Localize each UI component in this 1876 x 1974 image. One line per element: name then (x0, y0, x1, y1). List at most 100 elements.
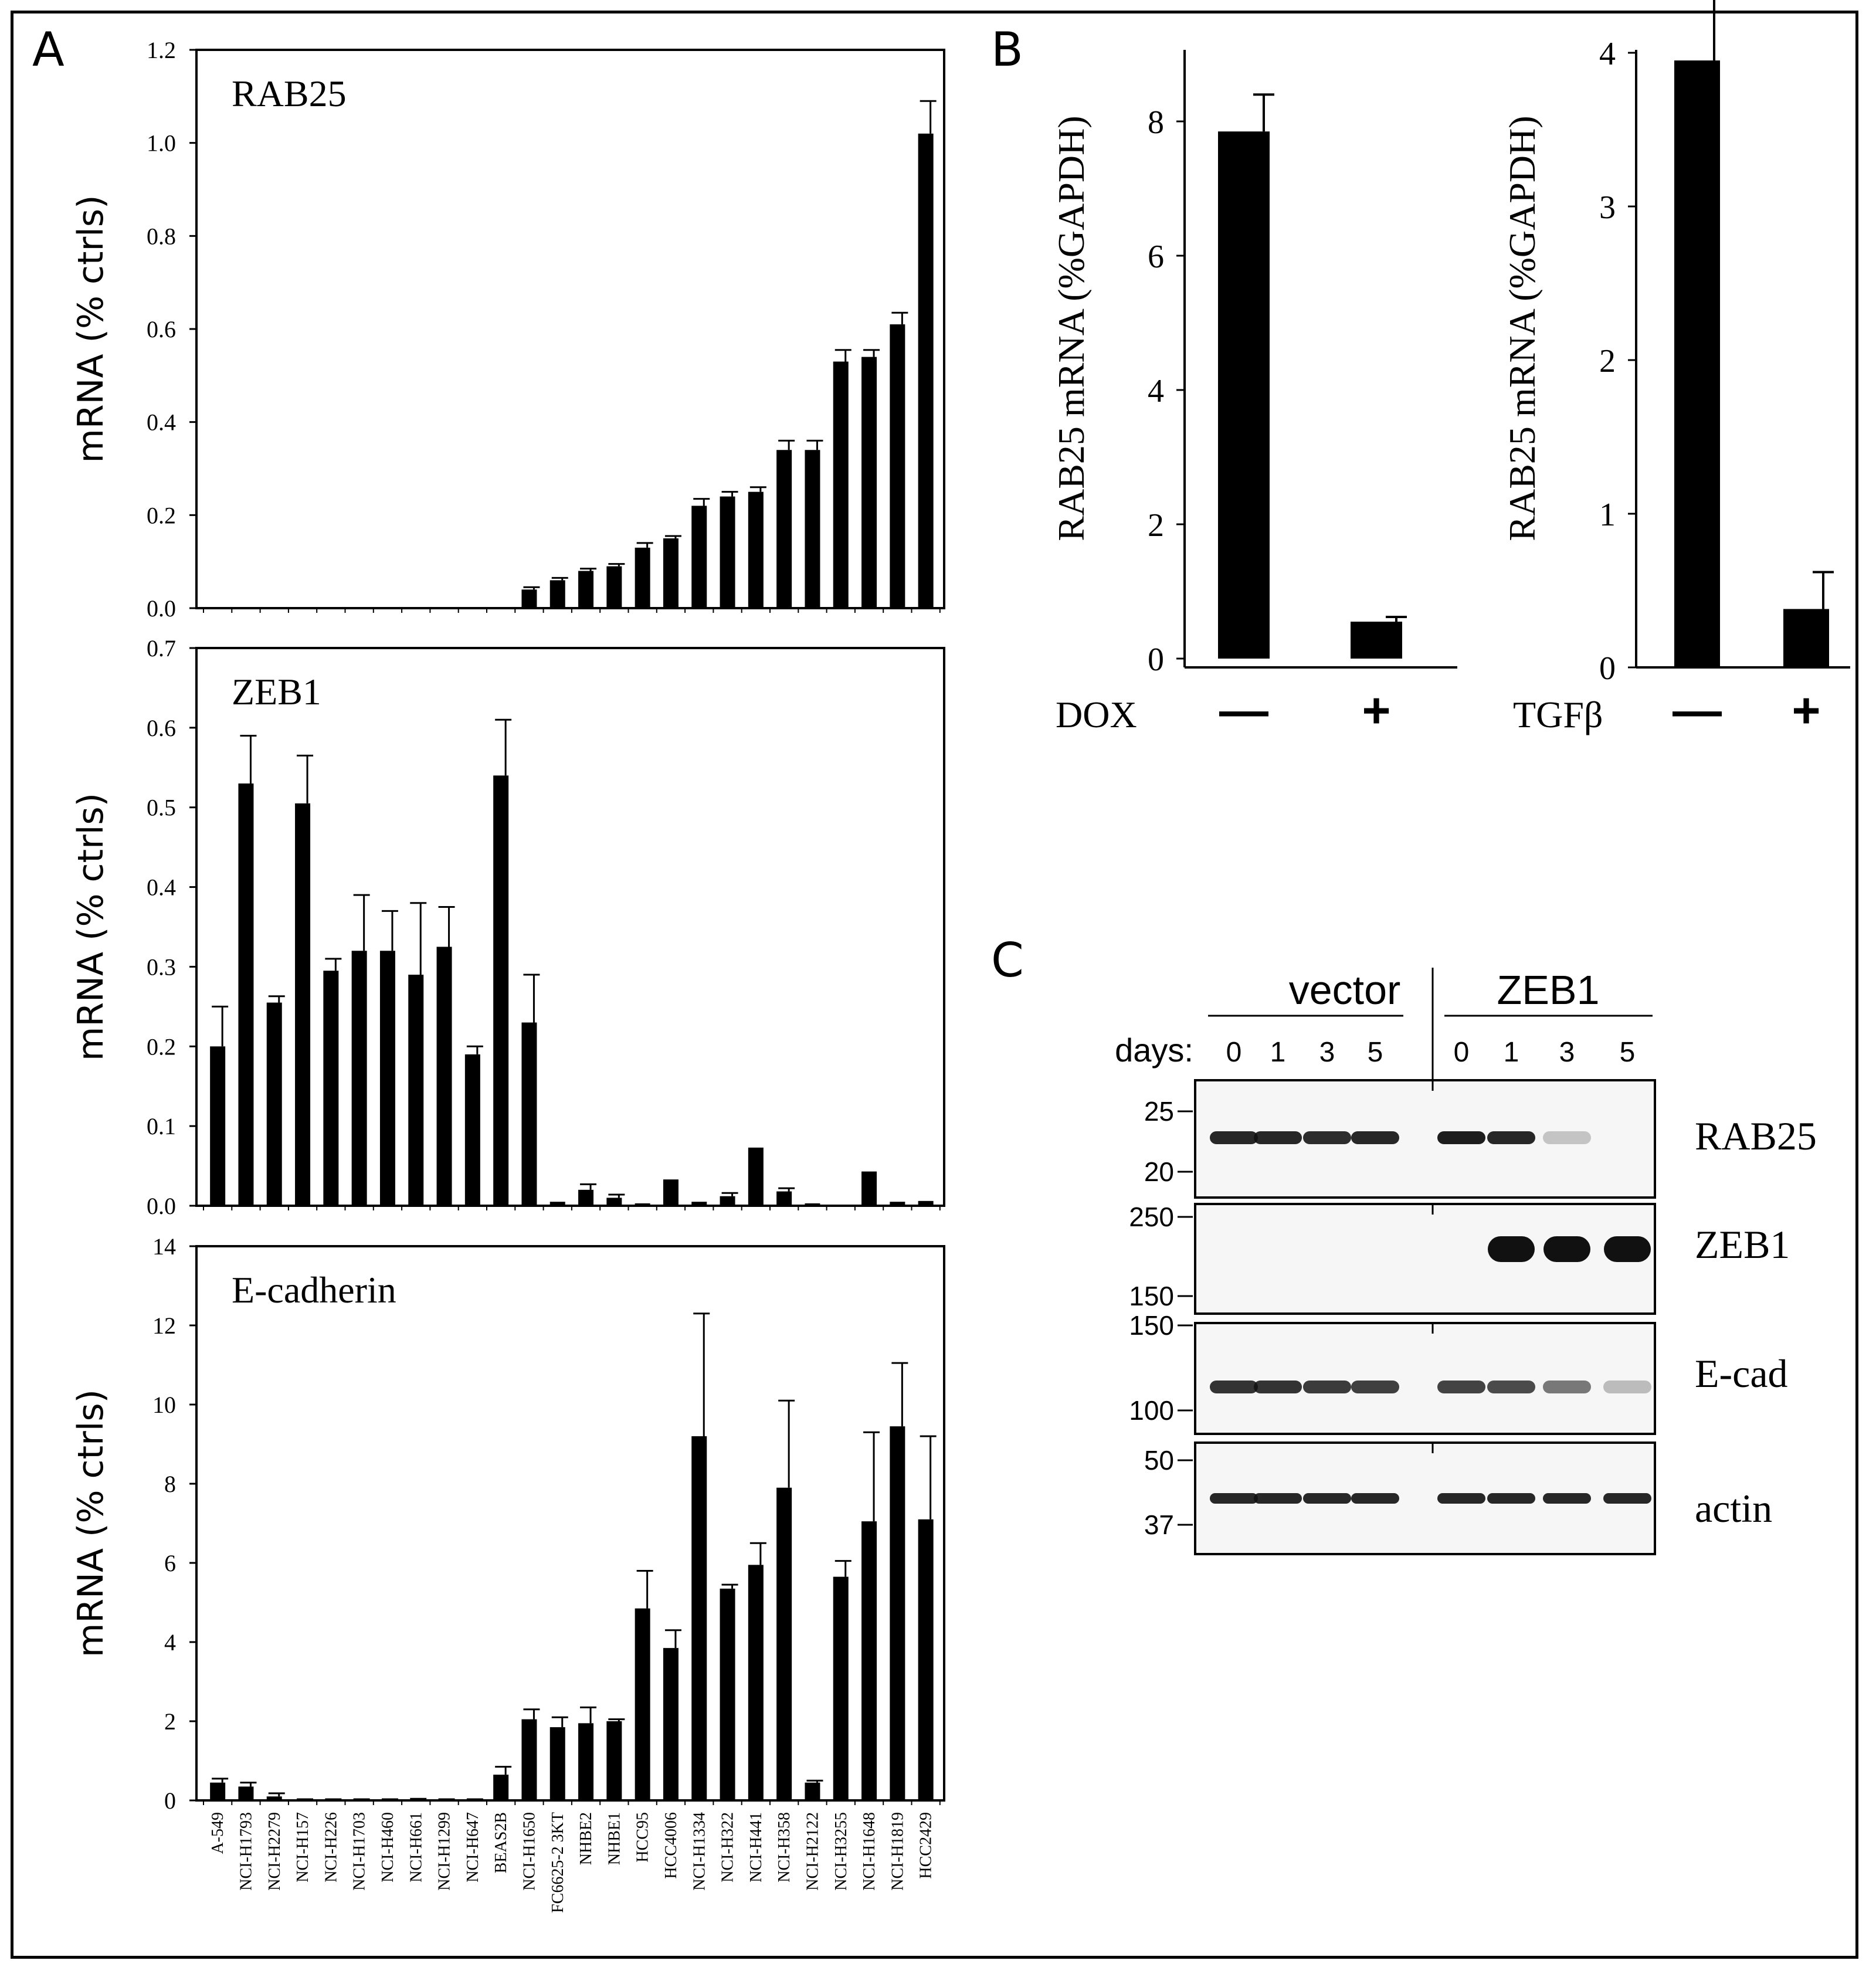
bar (635, 1608, 650, 1800)
protein-band (1604, 1236, 1651, 1262)
y-axis-label: RAB25 mRNA (%GAPDH) (1050, 116, 1092, 541)
blot-row-label: E-cad (1695, 1351, 1788, 1396)
bar (748, 491, 764, 608)
x-category-label: NCI-H226 (322, 1812, 340, 1883)
bar (635, 547, 650, 608)
y-tick-label: 14 (152, 1233, 176, 1260)
plot-frame (195, 49, 945, 609)
day-label: 5 (1620, 1037, 1636, 1068)
x-category-label: NHBE2 (577, 1812, 595, 1865)
chart-title: RAB25 (232, 73, 347, 114)
x-category-label: NCI-H1299 (436, 1812, 454, 1891)
y-tick-label: 0.7 (147, 635, 176, 662)
x-category-label: NCI-H441 (747, 1812, 765, 1883)
blot-panel-e-cad: 150 100 E-cad (1129, 1310, 1788, 1435)
y-tick-label: 0.8 (147, 223, 176, 249)
y-axis-label: mRNA (% ctrls) (70, 1389, 111, 1657)
bar (578, 1723, 594, 1800)
x-category-label: + (1362, 683, 1390, 738)
bar (691, 1202, 707, 1206)
bar (521, 589, 537, 608)
bar (351, 951, 367, 1206)
day-label: 1 (1270, 1037, 1286, 1068)
bar (295, 803, 311, 1206)
y-tick-label: 0.6 (147, 316, 176, 342)
days-label: days: (1115, 1032, 1193, 1069)
bar (493, 1775, 509, 1800)
bar (805, 1782, 820, 1800)
bar (521, 1022, 537, 1206)
blot-panel-zeb1: 250 150 ZEB1 (1129, 1202, 1790, 1315)
chart-A3: 0 2 4 6 8 10 12 14 E-cadherin mRNA (% ctrls) (70, 1233, 945, 1814)
blot-row-label: ZEB1 (1695, 1222, 1790, 1267)
y-tick-label: 2 (1148, 507, 1164, 544)
bar (833, 1576, 849, 1800)
bar (776, 450, 792, 608)
bar (861, 1171, 877, 1206)
blot-row-label: RAB25 (1695, 1114, 1817, 1158)
bar (549, 580, 565, 608)
mw-marker-label: 150 (1129, 1281, 1174, 1311)
x-category-label: NCI-H322 (719, 1812, 737, 1883)
y-axis-label: mRNA (% ctrls) (70, 793, 111, 1061)
bar (521, 1719, 537, 1800)
bar (691, 1436, 707, 1800)
protein-band (1543, 1381, 1591, 1393)
x-category-label: NCI-H1703 (351, 1812, 369, 1891)
bar (918, 1519, 934, 1800)
y-tick-label: 1.0 (147, 130, 176, 157)
chart-A2: 0.0 0.1 0.2 0.3 0.4 0.5 0.6 0.7 ZEB1 mRNA (% ctrl… (70, 635, 945, 1219)
x-category-label: NCI-H157 (294, 1812, 312, 1883)
x-category-label: — (1219, 683, 1268, 738)
x-axis-label: DOX (1056, 694, 1137, 735)
y-tick-label: 0.2 (147, 502, 176, 528)
bar (805, 1203, 820, 1206)
protein-band (1487, 1131, 1535, 1144)
panel-label-a: A (32, 22, 65, 77)
bar (776, 1191, 792, 1206)
protein-band (1437, 1131, 1485, 1144)
protein-band (1351, 1381, 1399, 1393)
mw-marker-label: 250 (1129, 1202, 1174, 1232)
group-label-vector: vector (1289, 967, 1401, 1013)
y-tick-label: 0.0 (147, 1193, 176, 1219)
protein-band (1437, 1493, 1485, 1504)
protein-band (1543, 1236, 1590, 1262)
y-tick-label: 10 (152, 1392, 176, 1418)
bar (720, 496, 735, 608)
protein-band (1603, 1493, 1651, 1504)
figure-frame (11, 11, 1858, 1959)
day-label: 1 (1504, 1037, 1519, 1068)
plot-frame (195, 1245, 945, 1802)
protein-band (1543, 1493, 1591, 1504)
bar (266, 1796, 282, 1800)
bar (720, 1588, 735, 1800)
bar (238, 1786, 254, 1800)
y-tick-label: 1.2 (147, 37, 176, 63)
bar (635, 1203, 650, 1206)
bar (606, 566, 622, 608)
bar (918, 133, 934, 609)
y-axis-label: RAB25 mRNA (%GAPDH) (1501, 116, 1543, 541)
bar (748, 1147, 764, 1206)
x-category-label: NCI-H1819 (888, 1812, 907, 1891)
protein-band (1254, 1381, 1302, 1393)
y-tick-label: 0 (1148, 642, 1164, 678)
bar (578, 571, 594, 608)
x-category-label: NCI-H1334 (690, 1812, 708, 1891)
y-tick-label: 8 (164, 1471, 176, 1497)
y-tick-label: 0.2 (147, 1033, 176, 1060)
x-category-label: FC6625-2 3KT (549, 1812, 567, 1913)
panel-label-c: C (991, 933, 1024, 988)
protein-band (1303, 1493, 1351, 1504)
y-tick-label: 2 (164, 1708, 176, 1735)
y-tick-label: 0.6 (147, 715, 176, 741)
bar (436, 947, 452, 1206)
protein-band (1210, 1493, 1258, 1504)
bar (1218, 131, 1270, 659)
bar (720, 1196, 735, 1206)
bar (606, 1721, 622, 1800)
day-label: 3 (1559, 1037, 1575, 1068)
group-label-zeb1: ZEB1 (1497, 967, 1599, 1013)
